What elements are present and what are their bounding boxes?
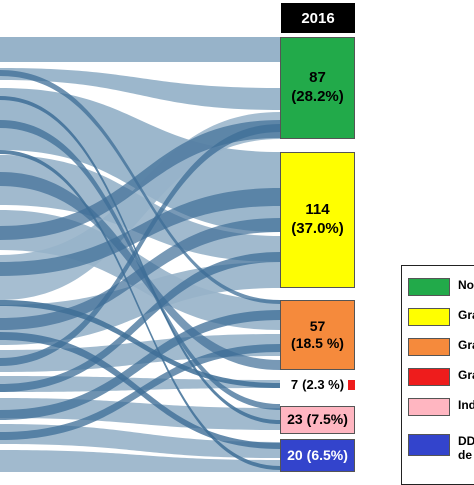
flow-band: [0, 112, 280, 300]
year-header: 2016: [281, 3, 355, 33]
legend-label: Gra: [458, 338, 474, 352]
node-percent: (2.3 %): [302, 376, 345, 392]
node-dd: 20 (6.5%): [280, 439, 355, 472]
flow-band: [0, 218, 280, 330]
flow-band: [0, 252, 280, 392]
flow-band: [0, 120, 280, 240]
legend-label: Gra: [458, 368, 474, 382]
node-percent: (28.2%): [291, 88, 344, 105]
node-percent: (6.5%): [306, 446, 348, 463]
legend-swatch: [408, 368, 450, 386]
flow-band: [0, 96, 280, 424]
node-g2: 57 (18.5 %): [280, 300, 355, 370]
node-value: 87: [309, 69, 326, 87]
legend-label: DD de: [458, 434, 474, 462]
flow-band: [0, 68, 280, 110]
flow-band: [0, 188, 280, 276]
node-g3-bar: [348, 380, 355, 390]
legend-label: Gra: [458, 308, 474, 322]
legend-swatch: [408, 338, 450, 356]
node-g3: 7 (2.3 %): [280, 376, 355, 392]
legend-swatch: [408, 278, 450, 296]
node-percent: (18.5 %): [291, 335, 344, 351]
legend-swatch: [408, 398, 450, 416]
flow-band: [0, 300, 280, 388]
sankey-flows: [0, 37, 280, 472]
flow-band: [0, 37, 280, 62]
node-value: 20: [287, 446, 303, 463]
legend: No Gra Gra Gra Ind DD de: [401, 265, 474, 485]
node-no: 87 (28.2%): [280, 37, 355, 139]
legend-label: No: [458, 278, 474, 292]
legend-swatch: [408, 434, 450, 456]
flow-band: [0, 124, 280, 366]
node-ind: 23 (7.5%): [280, 406, 355, 434]
flow-band: [0, 120, 280, 410]
flow-band: [0, 150, 280, 470]
flow-band: [0, 450, 280, 472]
flow-band: [0, 424, 280, 458]
legend-swatch: [408, 308, 450, 326]
node-value: 7: [290, 376, 299, 392]
flow-band: [0, 262, 280, 345]
legend-label: Ind: [458, 398, 474, 412]
node-percent: (37.0%): [291, 220, 344, 237]
flow-band: [0, 344, 280, 440]
node-percent: (7.5%): [306, 411, 348, 428]
node-value: 23: [287, 411, 303, 428]
node-value: 114: [305, 201, 330, 219]
node-value: 57: [309, 317, 326, 334]
flow-band: [0, 310, 280, 420]
node-g1: 114 (37.0%): [280, 152, 355, 288]
